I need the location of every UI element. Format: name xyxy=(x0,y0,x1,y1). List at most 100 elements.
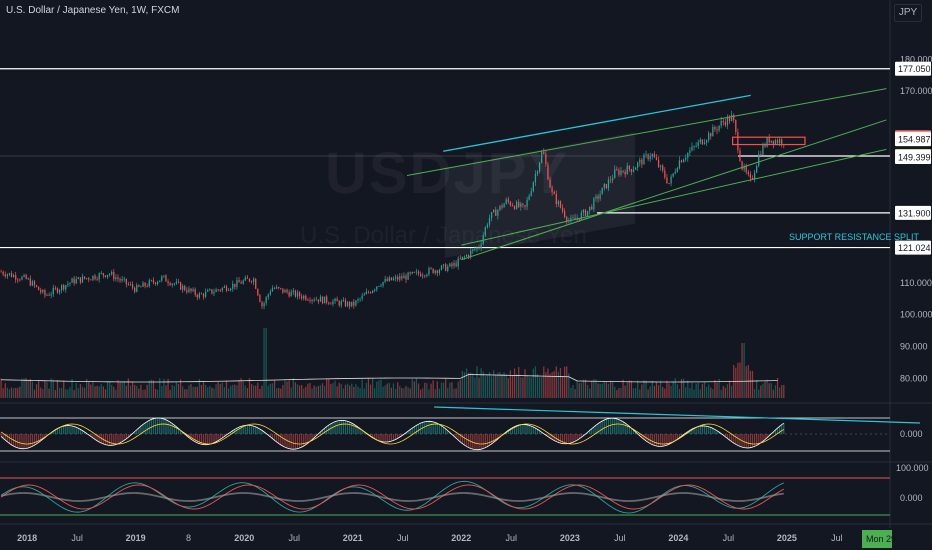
volume-bar xyxy=(48,388,50,398)
candle xyxy=(541,152,543,163)
candle xyxy=(411,271,413,274)
osc1-histogram xyxy=(388,434,390,442)
volume-bar xyxy=(159,378,161,398)
volume-bar xyxy=(259,388,261,398)
osc1-histogram xyxy=(23,434,25,449)
volume-bar xyxy=(33,389,36,398)
candle xyxy=(705,140,708,143)
volume-bar xyxy=(100,384,102,398)
volume-bar xyxy=(749,370,752,398)
candle xyxy=(136,285,138,292)
osc1-histogram xyxy=(434,422,436,434)
price-tick-label: 170.000 xyxy=(900,86,932,96)
osc1-histogram xyxy=(232,430,234,434)
candle xyxy=(693,146,695,148)
osc1-histogram xyxy=(586,432,589,434)
candle xyxy=(764,144,766,147)
resistance-zone xyxy=(732,136,806,146)
volume-bar xyxy=(693,389,695,398)
osc1-histogram xyxy=(248,425,251,434)
osc1-histogram xyxy=(163,418,165,434)
volume-bar xyxy=(56,379,59,398)
volume-bar xyxy=(459,379,461,398)
volume-bar xyxy=(294,382,297,398)
volume-bar xyxy=(81,386,84,398)
volume-bar xyxy=(113,386,115,398)
candle xyxy=(405,275,407,280)
osc1-histogram xyxy=(261,430,263,434)
osc1-histogram xyxy=(307,434,309,444)
candle xyxy=(365,291,367,295)
candle xyxy=(758,154,760,166)
volume-bar xyxy=(422,388,424,398)
volume-bar xyxy=(570,387,572,398)
candle xyxy=(599,194,601,199)
osc1-histogram xyxy=(0,434,2,437)
candle xyxy=(8,273,11,275)
osc1-histogram xyxy=(490,434,493,444)
candle xyxy=(564,211,566,217)
volume-bar xyxy=(152,380,155,398)
osc1-histogram xyxy=(730,434,733,442)
candle xyxy=(40,290,42,293)
osc1-histogram xyxy=(722,434,724,436)
volume-bar xyxy=(307,383,309,398)
volume-bar xyxy=(710,387,712,398)
volume-bar xyxy=(484,376,486,398)
candle xyxy=(23,275,25,277)
volume-bar xyxy=(344,384,347,398)
osc1-histogram xyxy=(138,427,140,434)
candle xyxy=(712,126,714,137)
volume-bar xyxy=(240,378,242,398)
candle xyxy=(701,139,704,145)
level-label: 121.024 xyxy=(898,243,931,253)
volume-bar xyxy=(499,371,501,398)
volume-bar xyxy=(578,383,580,398)
volume-bar xyxy=(549,373,551,398)
volume-bar xyxy=(557,371,560,398)
candle xyxy=(113,271,115,280)
volume-bar xyxy=(219,383,221,398)
candle xyxy=(682,159,685,163)
candle xyxy=(77,277,79,280)
osc1-histogram xyxy=(171,423,173,434)
osc1-histogram xyxy=(716,430,718,434)
osc1-histogram xyxy=(27,434,29,448)
osc1-histogram xyxy=(140,426,142,434)
candle xyxy=(735,120,737,133)
osc1-histogram xyxy=(323,428,326,434)
candle xyxy=(188,288,190,293)
candle xyxy=(194,289,196,295)
volume-bar xyxy=(620,387,622,398)
candle xyxy=(655,157,658,160)
volume-bar xyxy=(488,372,491,398)
candle xyxy=(69,282,71,284)
volume-bar xyxy=(273,380,276,398)
osc1-histogram xyxy=(280,434,282,445)
osc1-histogram xyxy=(549,434,551,439)
volume-bar xyxy=(609,380,612,398)
volume-bar xyxy=(432,380,434,398)
price-tick-label: 100.000 xyxy=(900,310,932,320)
candle xyxy=(157,281,159,285)
candle xyxy=(555,194,557,205)
volume-bar xyxy=(367,378,370,398)
volume-bar xyxy=(497,372,499,398)
osc1-histogram xyxy=(25,434,27,449)
osc1-histogram xyxy=(530,426,532,434)
candle xyxy=(46,294,48,296)
candle xyxy=(657,159,660,167)
osc1-histogram xyxy=(697,426,699,434)
volume-bar xyxy=(772,389,774,398)
osc1-histogram xyxy=(134,431,136,434)
osc1-histogram xyxy=(253,426,255,434)
candle xyxy=(490,212,493,219)
candle xyxy=(115,277,117,280)
currency-button[interactable]: JPY xyxy=(894,4,922,22)
candle xyxy=(728,116,731,122)
candle xyxy=(572,217,574,219)
candle xyxy=(129,284,132,286)
volume-bar xyxy=(136,385,138,398)
osc1-histogram xyxy=(417,424,420,434)
